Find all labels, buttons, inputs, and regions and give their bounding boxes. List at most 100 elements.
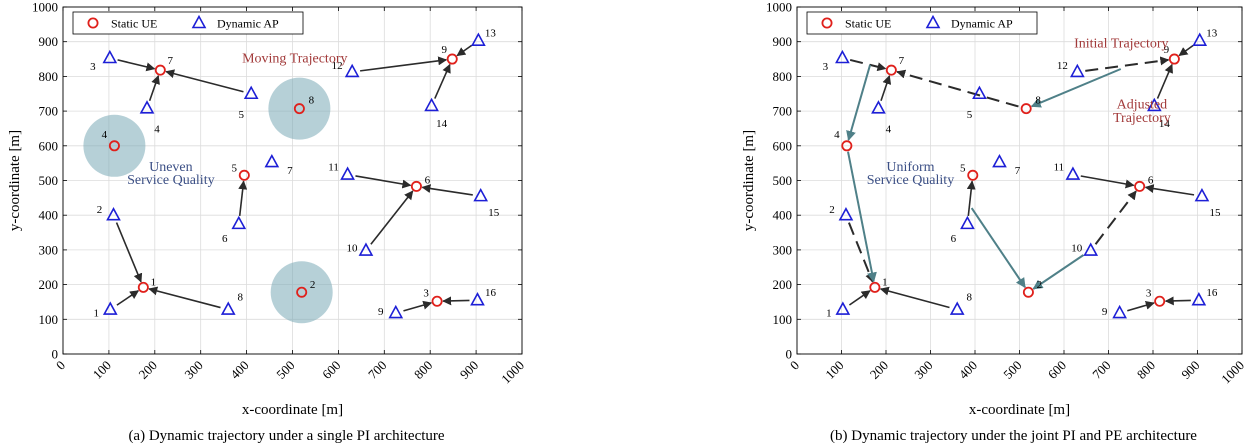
x-tick-label: 900 — [457, 358, 481, 382]
ue-marker — [154, 64, 166, 76]
y-axis-label: y-coordinate [m] — [741, 130, 757, 231]
ue-label: 4 — [102, 129, 108, 141]
ap-marker — [344, 63, 360, 78]
ue-label: 2 — [310, 279, 316, 291]
ap-label: 7 — [1015, 165, 1021, 177]
initial-trajectory-arrow — [1094, 190, 1137, 245]
ap-marker — [340, 166, 355, 180]
trajectory-arrow — [1144, 184, 1195, 196]
x-tick-label: 700 — [1089, 358, 1113, 382]
y-axis-label: y-coordinate [m] — [7, 130, 23, 231]
ue-marker — [410, 180, 422, 192]
x-tick-label: 800 — [411, 358, 435, 382]
x-tick-label: 400 — [956, 358, 980, 382]
annotation: Trajectory — [1113, 111, 1171, 126]
ue-marker — [967, 169, 979, 181]
y-tick-label: 200 — [773, 277, 793, 292]
ap-label: 10 — [1071, 243, 1083, 255]
y-tick-label: 1000 — [766, 0, 792, 15]
x-tick-label: 400 — [227, 358, 251, 382]
legend-ue-label: Static UE — [845, 17, 891, 31]
x-tick-label: 900 — [1178, 358, 1202, 382]
ap-marker — [1065, 166, 1081, 180]
ap-label: 8 — [966, 292, 972, 304]
ue-label: 3 — [423, 287, 429, 299]
y-tick-label: 700 — [773, 104, 793, 119]
legend-ap-marker — [191, 14, 207, 29]
legend-ap-marker — [925, 14, 941, 29]
adjusted-trajectory-arrow — [970, 207, 1026, 289]
ue-marker — [885, 64, 897, 76]
ue-marker — [841, 140, 853, 152]
x-axis-label: x-coordinate [m] — [242, 402, 343, 418]
y-tick-label: 900 — [773, 34, 793, 49]
annotation: Adjusted — [1117, 98, 1168, 113]
coverage-circle-ue-8 — [268, 77, 331, 140]
ue-marker — [238, 169, 250, 181]
ap-label: 5 — [967, 109, 973, 121]
y-tick-label: 1000 — [32, 0, 58, 15]
x-tick-label: 1000 — [498, 358, 527, 387]
ue-label: 3 — [1146, 287, 1152, 299]
y-tick-label: 0 — [786, 347, 793, 362]
y-tick-label: 100 — [39, 312, 59, 327]
trajectory-arrow — [117, 59, 156, 72]
ap-label: 6 — [222, 233, 228, 245]
ue-marker — [1022, 286, 1034, 298]
y-tick-label: 400 — [39, 208, 59, 223]
ue-marker — [1168, 53, 1180, 65]
ap-marker — [102, 49, 118, 64]
ue-marker — [296, 286, 308, 298]
ap-marker — [949, 301, 965, 315]
x-tick-label: 100 — [822, 358, 846, 382]
y-tick-label: 0 — [52, 347, 59, 362]
ap-marker — [102, 301, 118, 315]
ue-label: 9 — [441, 44, 447, 56]
annotation: Uneven — [149, 160, 193, 175]
ap-label: 13 — [485, 28, 497, 40]
trajectory-arrow — [879, 286, 950, 309]
legend-ue-marker — [87, 17, 99, 29]
ap-marker — [835, 301, 851, 315]
y-tick-label: 800 — [39, 69, 59, 84]
ue-label: 8 — [1035, 95, 1041, 107]
trajectory-arrow — [456, 44, 473, 57]
y-tick-label: 600 — [39, 138, 59, 153]
ap-label: 9 — [1102, 306, 1108, 318]
annotation: Uniform — [886, 160, 934, 175]
ap-marker — [264, 153, 280, 168]
annotation: Moving Trajectory — [242, 52, 347, 67]
legend-ue-label: Static UE — [111, 17, 157, 31]
ue-label: 8 — [309, 95, 315, 107]
ue-label: 9 — [1164, 44, 1170, 56]
trajectory-arrow — [1156, 63, 1173, 99]
ap-marker — [992, 153, 1007, 168]
x-tick-label: 500 — [273, 358, 297, 382]
trajectory-arrow — [442, 296, 470, 306]
trajectory-arrow — [421, 184, 473, 196]
ue-label: 6 — [425, 174, 431, 186]
initial-trajectory-arrow — [849, 58, 887, 72]
ap-marker — [835, 49, 850, 64]
ap-label: 1 — [94, 308, 100, 320]
ap-marker — [838, 207, 854, 221]
ap-marker — [1112, 304, 1127, 319]
trajectory-arrow — [116, 290, 140, 306]
ue-marker — [1154, 295, 1166, 307]
ap-label: 14 — [436, 118, 448, 130]
ue-label: 7 — [168, 55, 174, 67]
x-tick-label: 600 — [319, 358, 343, 382]
ue-label: 5 — [232, 162, 238, 174]
ue-label: 1 — [882, 276, 888, 288]
ap-label: 14 — [1159, 118, 1171, 130]
x-tick-label: 700 — [365, 358, 389, 382]
ap-marker — [139, 100, 155, 114]
ue-label: 6 — [1148, 174, 1154, 186]
trajectory-arrow — [434, 63, 451, 99]
x-tick-label: 500 — [1000, 358, 1024, 382]
trajectory-arrow — [1164, 296, 1191, 306]
ap-label: 11 — [1054, 162, 1065, 174]
coverage-circle-ue-2 — [270, 261, 333, 324]
trajectory-arrow — [403, 300, 433, 312]
ap-marker — [871, 100, 886, 114]
